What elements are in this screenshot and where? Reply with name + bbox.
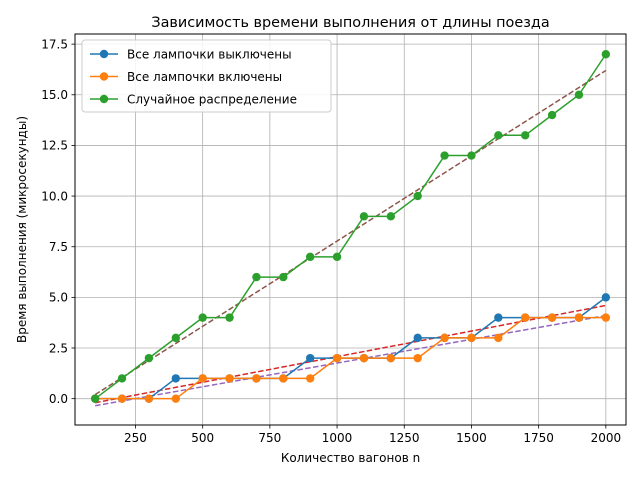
x-axis-label: Количество вагонов n	[281, 451, 420, 465]
y-tick-label: 10.0	[41, 189, 68, 203]
data-point	[252, 374, 261, 383]
x-tick-label: 1500	[456, 431, 487, 445]
data-point	[171, 374, 180, 383]
series-line	[94, 53, 607, 400]
legend-item: Все лампочки выключены	[90, 47, 292, 61]
data-point	[386, 212, 396, 221]
data-point	[601, 313, 611, 322]
y-axis-label: Время выполнения (микросекунды)	[15, 116, 29, 343]
legend: Все лампочки выключены Все лампочки включ…	[81, 39, 332, 113]
trend-line	[94, 69, 607, 396]
y-tick-label: 15.0	[41, 88, 68, 102]
legend-swatch-marker	[99, 72, 109, 81]
y-tick-label: 2.5	[49, 341, 68, 355]
legend-swatch-marker	[99, 94, 109, 104]
trend-lines	[94, 69, 607, 407]
x-tick-label: 1750	[523, 431, 554, 445]
data-point	[574, 313, 584, 322]
data-point	[494, 131, 503, 140]
chart-title: Зависимость времени выполнения от длины …	[151, 15, 549, 31]
data-point	[117, 374, 127, 383]
data-point	[413, 333, 422, 343]
data-point	[305, 252, 315, 262]
y-tick-label: 7.5	[49, 240, 68, 254]
legend-swatch-marker	[99, 49, 109, 59]
x-tick-label: 500	[191, 431, 214, 445]
data-point	[144, 353, 154, 363]
data-point	[198, 313, 207, 322]
x-tick-label: 1250	[389, 431, 420, 445]
data-point	[279, 374, 288, 383]
data-point	[521, 131, 530, 140]
y-tick-label: 17.5	[41, 37, 68, 51]
data-point	[494, 313, 503, 322]
trend-line	[95, 304, 606, 404]
data-point	[467, 151, 476, 160]
data-point	[601, 50, 611, 59]
data-point	[359, 212, 369, 221]
data-point	[279, 272, 288, 282]
y-tick-label: 5.0	[49, 291, 68, 305]
data-point	[225, 313, 234, 322]
data-point	[547, 313, 557, 322]
data-point	[521, 313, 530, 322]
legend-label: Случайное распределение	[127, 92, 297, 106]
data-point	[440, 151, 449, 160]
legend-item: Случайное распределение	[90, 92, 297, 106]
data-point	[305, 374, 315, 383]
y-tick-label: 0.0	[49, 392, 68, 406]
data-series	[90, 50, 611, 403]
x-tick-label: 2000	[591, 431, 622, 445]
data-point	[117, 394, 127, 403]
legend-box	[81, 39, 332, 113]
data-point	[171, 333, 180, 343]
y-axis-ticks: 0.0 2.5 5.0 7.5 10.0 12.5 15.0 17.5	[41, 37, 75, 406]
data-point	[440, 333, 449, 343]
data-point	[601, 293, 611, 302]
x-tick-label: 750	[258, 431, 281, 445]
plot-frame	[74, 33, 627, 426]
data-point	[332, 252, 342, 262]
trend-line	[95, 314, 606, 407]
data-point	[332, 353, 342, 363]
x-tick-label: 250	[124, 431, 147, 445]
data-point	[171, 394, 180, 403]
series-line	[95, 316, 606, 400]
legend-label: Все лампочки выключены	[127, 47, 292, 61]
x-tick-label: 1000	[322, 431, 353, 445]
data-point	[144, 394, 154, 403]
data-point	[386, 353, 396, 363]
data-point	[413, 191, 422, 201]
grid-lines	[75, 34, 626, 425]
data-point	[305, 353, 315, 363]
data-point	[467, 333, 476, 343]
series-2	[90, 313, 611, 403]
data-point	[494, 333, 503, 343]
data-point	[252, 272, 261, 282]
data-point	[225, 374, 234, 383]
data-point	[547, 110, 557, 120]
data-point	[574, 90, 584, 99]
data-point	[359, 353, 369, 363]
x-axis-ticks: 250 500 750 1000 1250 1500 1750 2000	[124, 425, 621, 445]
data-point	[198, 374, 207, 383]
y-tick-label: 12.5	[41, 139, 68, 153]
data-point	[413, 353, 422, 363]
legend-label: Все лампочки включены	[127, 70, 282, 84]
series-3	[90, 50, 611, 403]
data-point	[90, 394, 100, 403]
legend-item: Все лампочки включены	[90, 70, 282, 84]
